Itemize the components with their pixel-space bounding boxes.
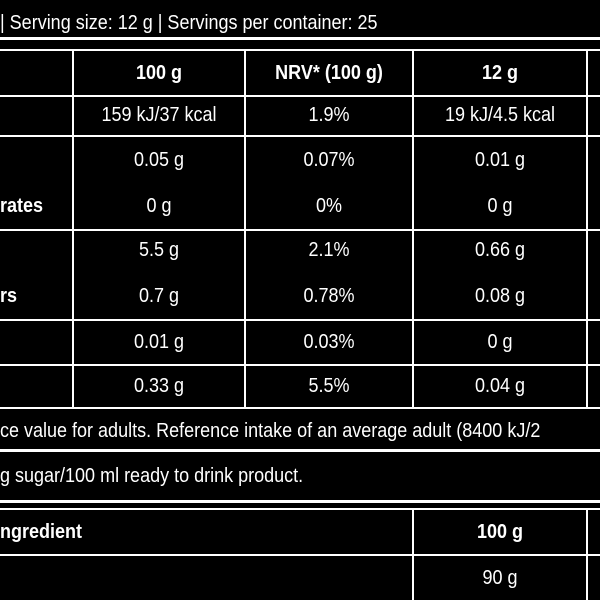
cell-value: 0.33 g [133,375,185,397]
header-divider [0,37,600,40]
cell-value: 1.9% [308,104,350,126]
cell-value: 5.5 g [138,239,180,261]
ingredient-column-header: 100 g [476,521,524,543]
column-header-nrv: NRV* (100 g) [275,62,383,84]
serving-info: | Serving size: 12 g | Servings per cont… [0,12,378,34]
cell-value: 0.66 g [474,239,526,261]
cell-value: 0.05 g [133,149,185,171]
cell-value: 0% [315,195,343,217]
ingredient-value: 90 g [482,567,518,589]
cell-value: 0 g [487,331,513,353]
column-header-12g: 12 g [481,62,519,84]
cell-value: 0.78% [303,285,355,307]
cell-value: 19 kJ/4.5 kcal [444,104,556,126]
cell-value: 0.08 g [474,285,526,307]
cell-value: 0.01 g [474,149,526,171]
cell-value: 0.07% [303,149,355,171]
cell-value: 0 g [146,195,172,217]
column-header-100g: 100 g [135,62,183,84]
cell-value: 0.01 g [133,331,185,353]
cell-value: 0 g [487,195,513,217]
sugar-note: g sugar/100 ml ready to drink product. [0,465,304,487]
cell-value: 0.04 g [474,375,526,397]
cell-value: 5.5% [308,375,350,397]
row-label: rates [0,195,44,217]
nrv-footnote: ce value for adults. Reference intake of… [0,420,541,442]
footnote-divider [0,449,600,452]
cell-value: 159 kJ/37 kcal [101,104,217,126]
cell-value: 2.1% [308,239,350,261]
ingredient-header: ngredient [0,521,83,543]
note-divider [0,500,600,503]
cell-value: 0.03% [303,331,355,353]
row-label: rs [0,285,18,307]
cell-value: 0.7 g [138,285,180,307]
